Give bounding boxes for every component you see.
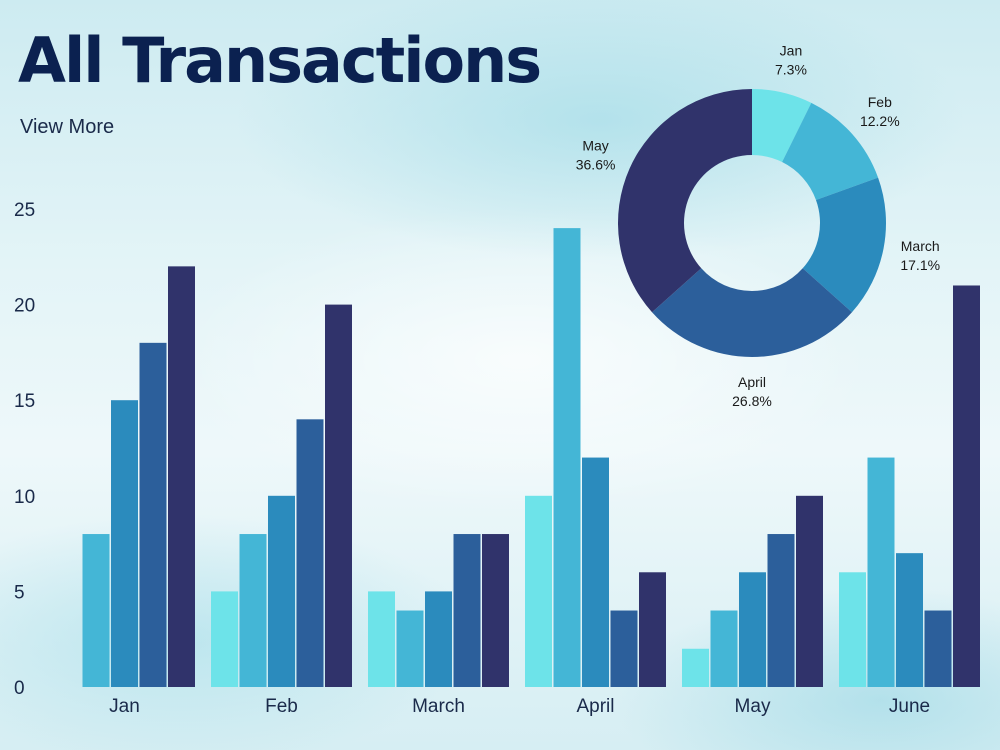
bar: [582, 457, 609, 687]
x-tick-label: March: [412, 696, 465, 717]
bar: [739, 572, 766, 687]
bar: [525, 495, 552, 687]
bar: [82, 534, 110, 687]
donut-slice: [782, 102, 879, 200]
bar: [953, 285, 980, 687]
y-tick-label: 0: [14, 678, 25, 699]
slice-value-label: 17.1%: [900, 257, 940, 273]
bar: [168, 266, 195, 687]
bar: [867, 457, 895, 687]
slice-label: March: [901, 238, 940, 254]
donut-slice: [652, 268, 852, 357]
donut-slice: [752, 89, 812, 163]
slice-value-label: 36.6%: [576, 156, 616, 172]
donut-slice: [618, 89, 752, 313]
bar: [453, 534, 481, 687]
slice-label: Feb: [868, 94, 892, 110]
slice-label: April: [738, 374, 766, 390]
donut-slice: [802, 177, 886, 313]
bar: [839, 572, 866, 687]
y-tick-label: 15: [14, 391, 35, 412]
slice-label: Jan: [780, 42, 803, 58]
y-tick-label: 5: [14, 582, 25, 603]
bar: [139, 342, 167, 687]
slice-label: May: [582, 137, 608, 153]
bar: [211, 591, 238, 687]
bar: [325, 304, 352, 687]
page-title: All Transactions: [18, 24, 542, 97]
bar: [896, 553, 923, 687]
bar: [482, 534, 509, 687]
slice-value-label: 12.2%: [860, 113, 900, 129]
y-tick-label: 25: [14, 200, 35, 221]
bar: [796, 495, 823, 687]
bar: [553, 228, 581, 687]
bar: [682, 648, 709, 687]
x-tick-label: Jan: [109, 696, 140, 717]
x-tick-label: June: [889, 696, 930, 717]
bar: [368, 591, 395, 687]
bar: [610, 610, 638, 687]
view-more-link[interactable]: View More: [20, 116, 115, 138]
bar: [296, 419, 324, 687]
bar: [111, 400, 138, 687]
bar: [639, 572, 666, 687]
bar: [396, 610, 424, 687]
x-tick-label: May: [735, 696, 771, 717]
bar: [924, 610, 952, 687]
slice-value-label: 26.8%: [732, 393, 772, 409]
bar: [710, 610, 738, 687]
y-tick-label: 20: [14, 296, 35, 317]
bar: [268, 495, 295, 687]
x-tick-label: April: [576, 696, 614, 717]
y-tick-label: 10: [14, 487, 35, 508]
slice-value-label: 7.3%: [775, 61, 807, 77]
bar: [767, 534, 795, 687]
bar: [425, 591, 452, 687]
x-tick-label: Feb: [265, 696, 298, 717]
bar: [239, 534, 267, 687]
